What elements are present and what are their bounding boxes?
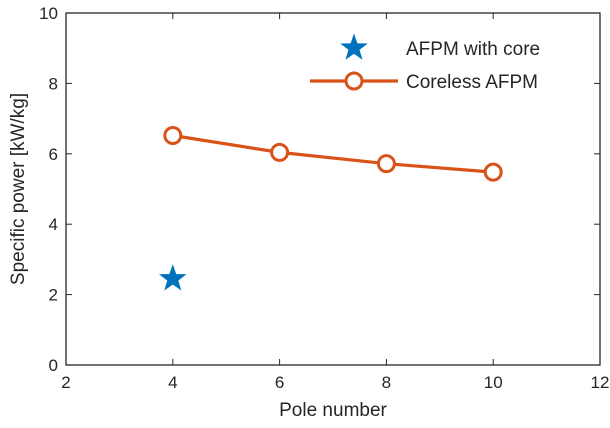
y-tick-label: 2 xyxy=(49,286,58,305)
data-point xyxy=(483,162,503,182)
series-1 xyxy=(163,125,503,182)
plot-area xyxy=(66,13,600,365)
y-tick-label: 10 xyxy=(39,4,58,23)
axes-box xyxy=(65,12,601,366)
x-tick-label: 12 xyxy=(591,373,610,392)
x-tick-label: 4 xyxy=(168,373,177,392)
y-tick-label: 6 xyxy=(49,145,58,164)
legend-item-0: AFPM with core xyxy=(340,33,540,60)
x-tick-label: 10 xyxy=(484,373,503,392)
legend-label: Coreless AFPM xyxy=(406,72,538,93)
series-0 xyxy=(158,264,187,291)
legend-label: AFPM with core xyxy=(406,39,540,60)
data-point xyxy=(270,142,290,162)
series-line xyxy=(172,133,494,174)
legend-marker xyxy=(340,33,368,60)
x-tick-label: 6 xyxy=(275,373,284,392)
y-axis-label: Specific power [kW/kg] xyxy=(8,93,29,285)
legend-item-1: Coreless AFPM xyxy=(310,71,538,93)
y-tick-label: 4 xyxy=(49,215,58,234)
axes-layer xyxy=(65,12,601,366)
y-tick-label: 8 xyxy=(49,74,58,93)
y-tick-label: 0 xyxy=(49,356,58,375)
data-point xyxy=(163,125,183,145)
x-axis-label: Pole number xyxy=(279,400,387,421)
x-tick-label: 8 xyxy=(382,373,391,392)
data-point xyxy=(376,154,396,174)
x-tick-label: 2 xyxy=(61,373,70,392)
data-point xyxy=(158,264,187,291)
series-layer xyxy=(158,125,503,291)
legend: AFPM with core Coreless AFPM xyxy=(310,33,540,93)
legend-marker xyxy=(344,71,364,91)
